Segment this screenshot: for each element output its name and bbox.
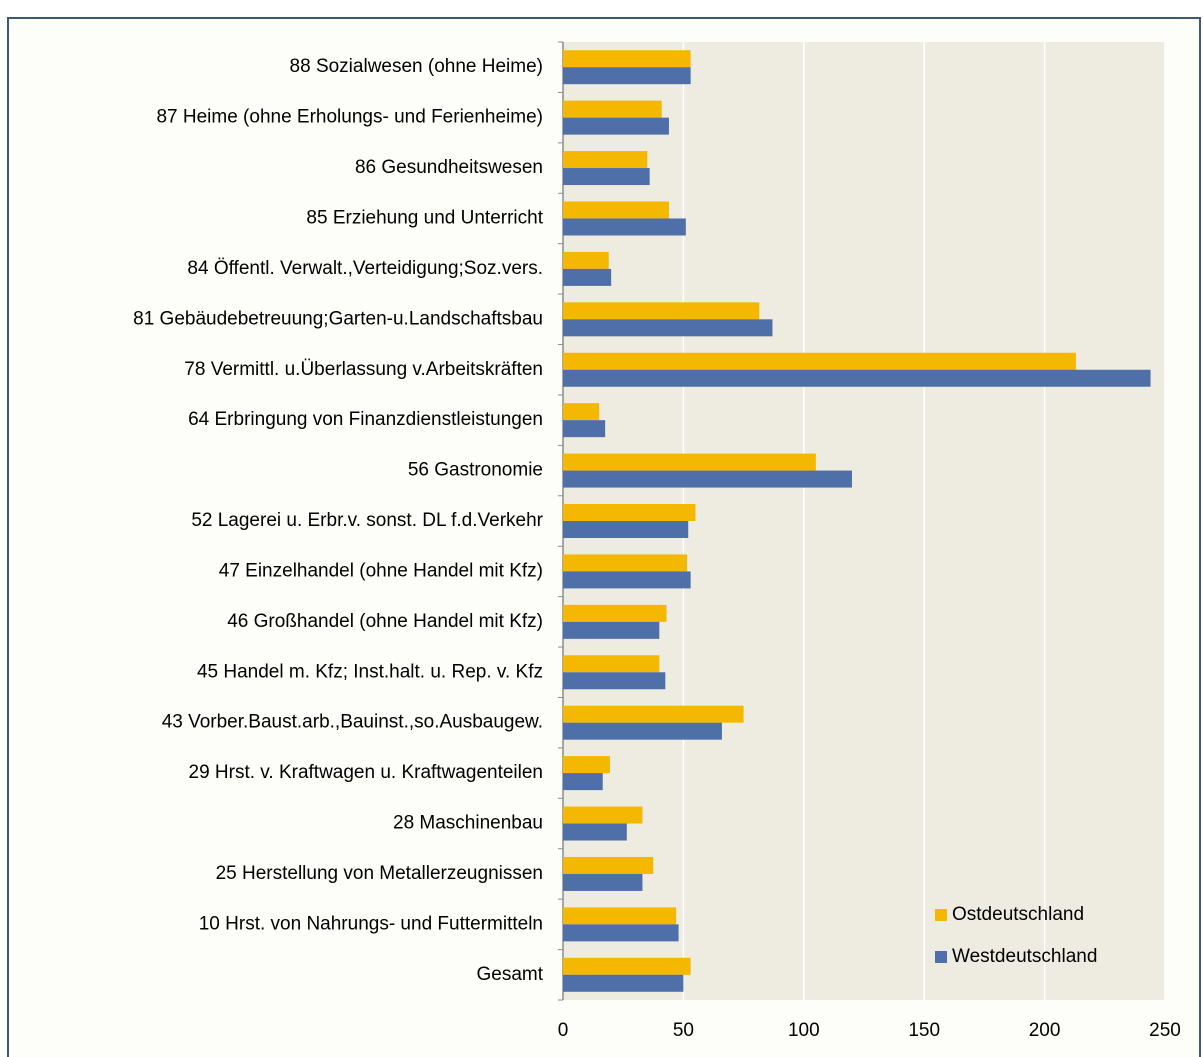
x-tick-label: 250 bbox=[1149, 1020, 1181, 1041]
bar bbox=[563, 722, 722, 740]
x-tick-label: 150 bbox=[908, 1020, 940, 1041]
bar bbox=[563, 151, 648, 169]
y-tick-label: 85 Erziehung und Unterricht bbox=[306, 207, 543, 228]
bar bbox=[563, 571, 691, 589]
bar bbox=[563, 672, 666, 690]
bar bbox=[563, 974, 684, 992]
y-tick-label: 47 Einzelhandel (ohne Handel mit Kfz) bbox=[219, 560, 543, 581]
bar bbox=[563, 554, 688, 572]
legend-swatch bbox=[935, 909, 947, 921]
bar bbox=[563, 369, 1151, 387]
bar bbox=[563, 201, 669, 219]
y-tick-label: 46 Großhandel (ohne Handel mit Kfz) bbox=[227, 611, 543, 632]
y-tick-label: 81 Gebäudebetreuung;Garten-u.Landschafts… bbox=[133, 308, 543, 329]
bar bbox=[563, 823, 627, 841]
bar bbox=[563, 655, 660, 673]
y-tick-label: Gesamt bbox=[476, 964, 543, 985]
bar bbox=[563, 470, 852, 488]
bar bbox=[563, 873, 643, 891]
y-tick-label: 10 Hrst. von Nahrungs- und Futtermitteln bbox=[199, 913, 543, 934]
bar bbox=[563, 604, 667, 622]
bar bbox=[563, 504, 696, 521]
y-tick-label: 43 Vorber.Baust.arb.,Bauinst.,so.Ausbaug… bbox=[162, 712, 543, 733]
y-tick-label: 28 Maschinenbau bbox=[393, 813, 543, 834]
x-tick-label: 100 bbox=[788, 1020, 820, 1041]
bar bbox=[563, 907, 677, 925]
bar bbox=[563, 756, 610, 774]
bar bbox=[563, 352, 1076, 370]
legend-label: Ostdeutschland bbox=[952, 904, 1084, 925]
bar bbox=[563, 806, 643, 824]
bar bbox=[563, 924, 679, 942]
y-tick-label: 45 Handel m. Kfz; Inst.halt. u. Rep. v. … bbox=[197, 661, 543, 682]
bar bbox=[563, 100, 662, 118]
bar bbox=[563, 268, 612, 286]
bar bbox=[563, 117, 669, 135]
y-tick-label: 84 Öffentl. Verwalt.,Verteidigung;Soz.ve… bbox=[187, 258, 543, 279]
bar bbox=[563, 453, 816, 471]
y-tick-label: 52 Lagerei u. Erbr.v. sonst. DL f.d.Verk… bbox=[191, 510, 543, 531]
bar bbox=[563, 773, 603, 791]
y-tick-label: 86 Gesundheitswesen bbox=[355, 157, 543, 178]
y-tick-label: 78 Vermittl. u.Überlassung v.Arbeitskräf… bbox=[184, 359, 543, 380]
bar bbox=[563, 521, 689, 538]
bar bbox=[563, 957, 691, 975]
bar bbox=[563, 621, 660, 639]
bar bbox=[563, 319, 773, 337]
bar bbox=[563, 251, 609, 269]
y-tick-label: 56 Gastronomie bbox=[408, 460, 543, 481]
y-tick-label: 25 Herstellung von Metallerzeugnissen bbox=[216, 863, 543, 884]
bar bbox=[563, 67, 691, 85]
bar bbox=[563, 302, 760, 320]
legend-label: Westdeutschland bbox=[952, 946, 1097, 967]
bar bbox=[563, 705, 744, 723]
bar bbox=[563, 218, 686, 236]
x-tick-label: 50 bbox=[673, 1020, 694, 1041]
bar bbox=[563, 168, 650, 186]
y-tick-label: 64 Erbringung von Finanzdienstleistungen bbox=[188, 409, 543, 430]
x-tick-label: 0 bbox=[558, 1020, 569, 1041]
bar bbox=[563, 420, 606, 438]
bar bbox=[563, 856, 654, 874]
x-tick-label: 200 bbox=[1029, 1020, 1061, 1041]
y-tick-label: 88 Sozialwesen (ohne Heime) bbox=[290, 56, 543, 77]
y-tick-label: 29 Hrst. v. Kraftwagen u. Kraftwagenteil… bbox=[189, 762, 544, 783]
bar bbox=[563, 50, 691, 68]
legend-swatch bbox=[935, 951, 947, 963]
bar bbox=[563, 403, 600, 421]
y-tick-label: 87 Heime (ohne Erholungs- und Ferienheim… bbox=[156, 107, 543, 128]
